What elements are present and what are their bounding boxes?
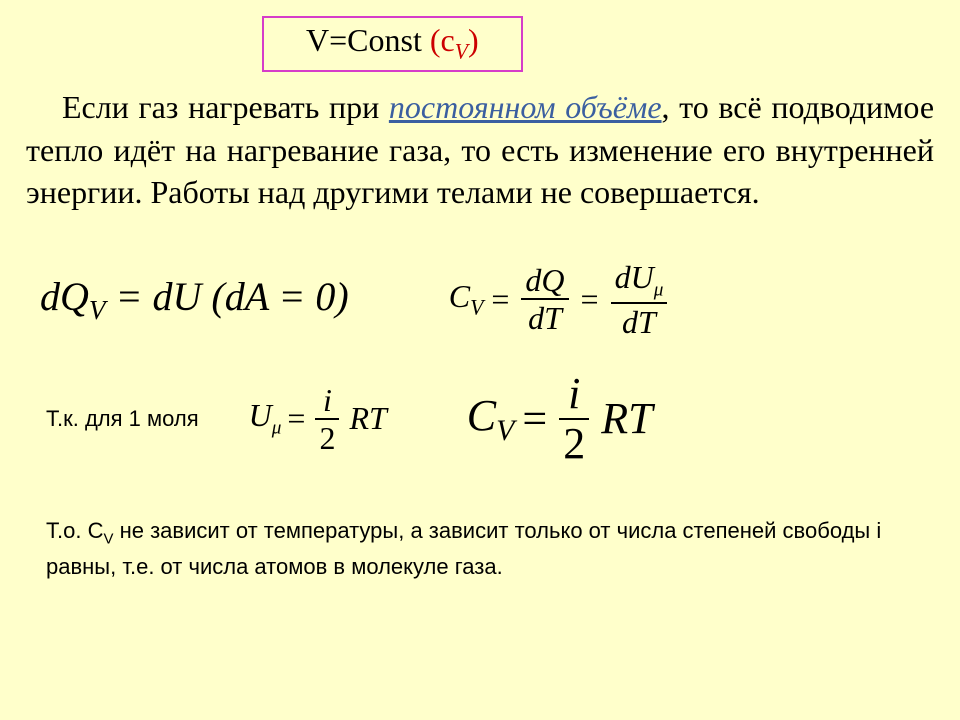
equals-sign-3: =: [287, 400, 305, 437]
one-mole-label: Т.к. для 1 моля: [46, 406, 199, 432]
eq-cv-def: CV = dQ dT = dUμ dT: [449, 259, 672, 340]
title-cv: (cV): [430, 22, 479, 58]
equals-sign: =: [491, 281, 509, 318]
cv-symbol: CV: [449, 278, 484, 320]
conclusion-text: Т.о. СV не зависит от температуры, а зав…: [24, 514, 936, 585]
title-const: V=Const: [306, 22, 430, 58]
equals-sign-2: =: [581, 281, 599, 318]
para-underline: постоянном объёме: [389, 89, 662, 125]
equation-row-1: dQV = dU (dA = 0) CV = dQ dT = dUμ dT: [24, 259, 936, 340]
frac-dq-dt: dQ dT: [521, 262, 568, 336]
eq-dq-du: dQV = dU (dA = 0): [40, 273, 349, 326]
equation-row-2: Т.к. для 1 моля Uμ = i 2 RT CV = i 2 RT: [24, 370, 936, 468]
title-box: V=Const (cV): [262, 16, 523, 72]
frac-i-2-b: i 2: [559, 370, 589, 468]
equals-sign-4: =: [522, 393, 547, 444]
para-lead: Если газ нагревать при: [62, 89, 389, 125]
eq-u-mu: Uμ = i 2 RT: [249, 382, 387, 456]
frac-du-dt: dUμ dT: [611, 259, 668, 340]
eq-cv-result: CV = i 2 RT: [467, 370, 653, 468]
main-paragraph: Если газ нагревать при постоянном объёме…: [24, 86, 936, 213]
frac-i-2-a: i 2: [315, 382, 339, 456]
